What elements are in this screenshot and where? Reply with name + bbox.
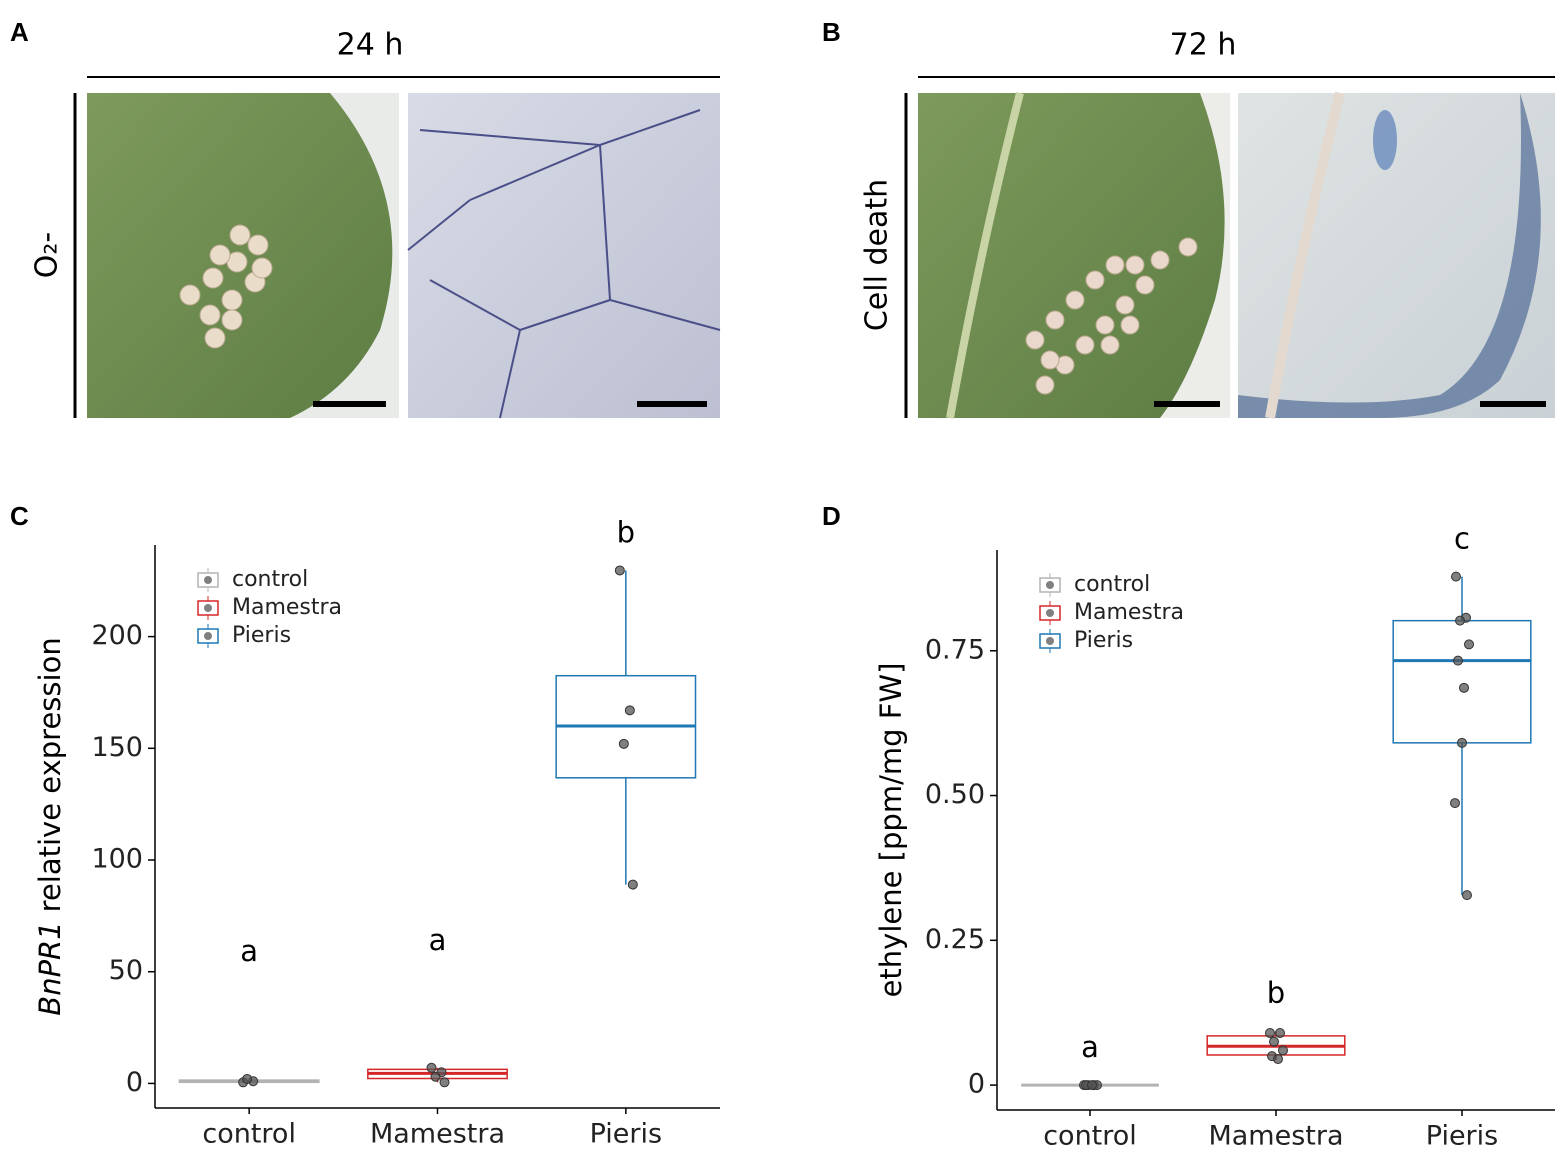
panel-label: B: [822, 17, 841, 47]
x-tick-label: control: [1043, 1121, 1137, 1151]
photo: [918, 92, 1230, 419]
data-point: [1457, 737, 1467, 748]
data-point: [618, 738, 629, 749]
panel-label: C: [10, 501, 29, 531]
time-label: 24 h: [337, 28, 404, 63]
data-point: [1265, 1027, 1275, 1038]
y-tick-label: 200: [91, 620, 143, 651]
stain-label: Cell death: [860, 179, 895, 331]
panel-label: A: [10, 17, 29, 47]
data-point: [1451, 571, 1461, 582]
y-tick-label: 0.75: [925, 634, 985, 665]
legend-label: Pieris: [232, 623, 291, 648]
legend-point: [1046, 637, 1054, 645]
y-tick-label: 0: [968, 1069, 985, 1100]
legend-label: control: [232, 567, 308, 592]
data-point: [1087, 1080, 1097, 1091]
legend-point: [1046, 609, 1054, 617]
legend-point: [204, 632, 212, 640]
data-point: [1278, 1045, 1288, 1056]
data-point: [1455, 615, 1465, 626]
y-axis-label-part: relative expression: [33, 637, 67, 912]
data-point: [1453, 655, 1463, 666]
y-axis-label: ethylene [ppm/mg FW]: [874, 663, 908, 998]
photo: [87, 93, 399, 418]
data-point: [426, 1062, 437, 1073]
legend-label: Mamestra: [232, 595, 342, 620]
y-tick-label: 50: [109, 955, 143, 986]
y-axis-label: BnPR1 relative expression: [33, 637, 67, 1015]
data-point: [1269, 1036, 1279, 1047]
x-tick-label: control: [202, 1119, 296, 1150]
data-point: [430, 1071, 441, 1082]
x-tick-label: Pieris: [590, 1119, 662, 1150]
legend-label: Mamestra: [1074, 600, 1184, 625]
y-tick-label: 150: [91, 732, 143, 763]
significance-letter: b: [1267, 976, 1285, 1010]
data-point: [1273, 1054, 1283, 1065]
x-tick-label: Pieris: [1426, 1121, 1498, 1151]
stain-label: O₂-: [30, 232, 65, 278]
x-tick-label: Mamestra: [1208, 1121, 1343, 1151]
x-tick-label: Mamestra: [370, 1119, 505, 1150]
significance-letter: b: [617, 515, 635, 549]
significance-letter: a: [1081, 1030, 1099, 1064]
significance-letter: a: [240, 934, 258, 968]
panel-label: D: [822, 501, 841, 531]
y-axis-label-part: BnPR1: [33, 921, 67, 1015]
data-point: [614, 565, 625, 576]
data-point: [1459, 682, 1469, 693]
photo: [1238, 91, 1555, 419]
legend-label: Pieris: [1074, 628, 1133, 653]
data-point: [242, 1073, 253, 1084]
photo: [407, 93, 721, 419]
y-tick-label: 0: [126, 1067, 143, 1098]
data-point: [627, 879, 638, 890]
data-point: [1275, 1027, 1285, 1038]
data-point: [1464, 639, 1474, 650]
y-tick-label: 0.50: [925, 779, 985, 810]
y-tick-label: 0.25: [925, 924, 985, 955]
y-tick-label: 100: [91, 844, 143, 875]
legend-label: control: [1074, 572, 1150, 597]
legend-point: [204, 604, 212, 612]
box: [1392, 619, 1532, 744]
time-label: 72 h: [1170, 28, 1237, 63]
legend-point: [204, 576, 212, 584]
y-axis-label-part: ethylene [ppm/mg FW]: [874, 663, 908, 998]
data-point: [1462, 890, 1472, 901]
significance-letter: a: [429, 923, 447, 957]
significance-letter: c: [1454, 522, 1470, 556]
legend-point: [1046, 581, 1054, 589]
data-point: [624, 705, 635, 716]
data-point: [439, 1077, 450, 1088]
data-point: [1450, 798, 1460, 809]
